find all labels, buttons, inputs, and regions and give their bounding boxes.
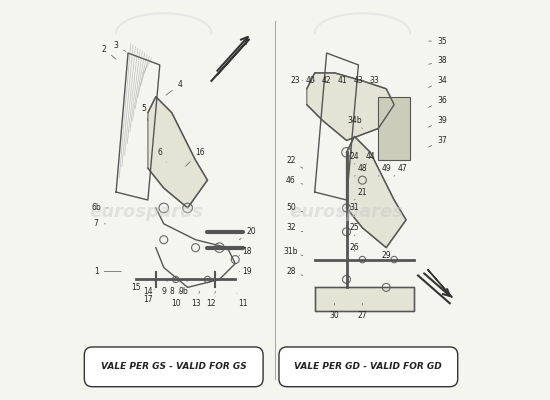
Text: 43: 43	[354, 76, 364, 85]
Text: 20: 20	[239, 227, 256, 240]
Text: 21: 21	[354, 188, 367, 200]
Text: 4: 4	[166, 80, 182, 95]
Text: 30: 30	[329, 303, 339, 320]
Text: 2: 2	[102, 44, 116, 59]
Text: 22: 22	[286, 156, 303, 168]
Text: 8: 8	[169, 280, 175, 296]
Text: 41: 41	[338, 76, 348, 85]
Text: 31b: 31b	[284, 247, 303, 256]
Text: 40: 40	[306, 76, 316, 85]
Text: 26: 26	[350, 243, 359, 252]
Text: VALE PER GD - VALID FOR GD: VALE PER GD - VALID FOR GD	[294, 362, 442, 371]
Text: VALE PER GS - VALID FOR GS: VALE PER GS - VALID FOR GS	[101, 362, 246, 371]
Text: 6b: 6b	[91, 204, 108, 212]
Text: 34b: 34b	[347, 116, 362, 128]
Polygon shape	[307, 73, 394, 140]
Polygon shape	[148, 97, 207, 208]
Text: 11: 11	[237, 294, 248, 308]
Text: 32: 32	[286, 223, 303, 232]
Text: 33: 33	[370, 76, 379, 85]
Text: 29: 29	[378, 251, 391, 260]
Text: 34: 34	[428, 76, 447, 88]
Text: 19: 19	[239, 267, 252, 276]
Text: 24: 24	[350, 152, 359, 164]
Text: 14: 14	[143, 282, 155, 296]
Text: 12: 12	[207, 291, 216, 308]
Text: 17: 17	[143, 290, 155, 304]
Text: 48: 48	[354, 164, 367, 176]
Text: 28: 28	[286, 267, 303, 276]
Text: 25: 25	[350, 223, 359, 236]
Text: 5: 5	[141, 104, 148, 120]
Text: 42: 42	[322, 76, 332, 85]
Text: 47: 47	[394, 164, 407, 176]
Text: 6: 6	[157, 148, 166, 162]
Text: 9b: 9b	[179, 280, 189, 296]
Text: 1: 1	[94, 267, 122, 276]
Text: 9: 9	[161, 280, 168, 296]
Text: 27: 27	[358, 303, 367, 320]
Text: 35: 35	[428, 37, 447, 46]
Text: eurospares: eurospares	[89, 203, 203, 221]
Text: eurospares: eurospares	[289, 203, 404, 221]
Text: 38: 38	[428, 56, 447, 66]
FancyBboxPatch shape	[279, 347, 458, 387]
Text: 3: 3	[114, 40, 126, 52]
Polygon shape	[346, 136, 406, 248]
Text: 44: 44	[365, 152, 375, 164]
Text: 16: 16	[185, 148, 205, 166]
Text: 36: 36	[428, 96, 447, 107]
Text: 18: 18	[239, 247, 252, 256]
Text: 10: 10	[171, 291, 180, 308]
Text: 49: 49	[378, 164, 391, 176]
Text: 50: 50	[286, 204, 303, 212]
Text: 31: 31	[350, 204, 359, 216]
Text: 39: 39	[428, 116, 447, 127]
Text: 7: 7	[94, 219, 106, 228]
Text: 37: 37	[428, 136, 447, 147]
Polygon shape	[315, 287, 414, 311]
Text: 46: 46	[286, 176, 303, 185]
FancyBboxPatch shape	[378, 97, 410, 160]
FancyBboxPatch shape	[84, 347, 263, 387]
Text: 13: 13	[191, 291, 200, 308]
Text: 23: 23	[290, 76, 303, 85]
Text: 15: 15	[131, 280, 144, 292]
